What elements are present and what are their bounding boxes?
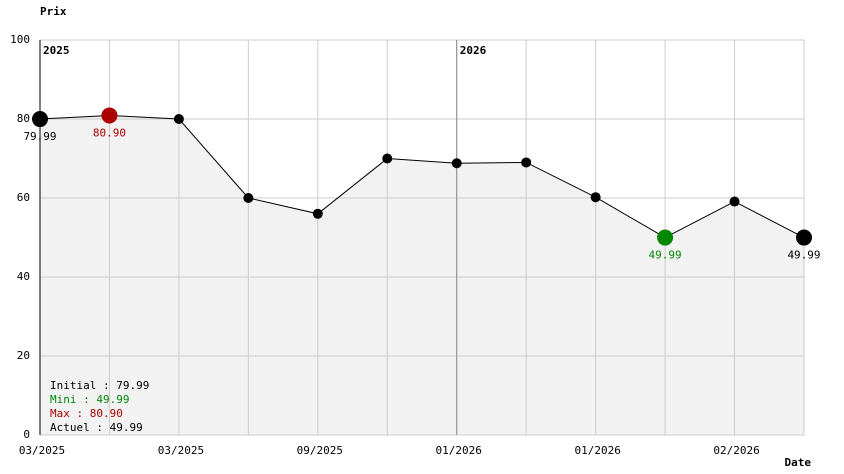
x-tick-label: 01/2026: [574, 444, 620, 457]
point: [657, 229, 674, 246]
summary-line: Initial : 79.99: [50, 379, 149, 392]
summary-line: Actuel : 49.99: [50, 421, 143, 434]
x-tick-label: 09/2025: [297, 444, 343, 457]
point: [521, 157, 532, 168]
value-label: 49.99: [649, 249, 682, 262]
point: [312, 208, 323, 219]
y-tick-label: 60: [17, 191, 30, 204]
year-marker: 2026: [460, 44, 487, 57]
year-marker: 2025: [43, 44, 70, 57]
value-label: 49.99: [787, 249, 820, 262]
y-tick-label: 100: [10, 33, 30, 46]
y-axis-label: Prix: [40, 5, 67, 18]
area: [40, 115, 804, 435]
point: [796, 229, 812, 246]
point: [101, 107, 118, 124]
point: [590, 192, 601, 203]
line: [39, 114, 805, 239]
point: [243, 193, 254, 203]
point: [451, 158, 462, 169]
y-tick-label: 0: [23, 428, 30, 441]
x-tick-label: 03/2025: [158, 444, 204, 457]
point: [382, 153, 393, 164]
x-axis-label: Date: [785, 456, 812, 469]
value-label: 80.90: [93, 126, 126, 139]
point: [729, 196, 740, 207]
x-tick-label: 02/2026: [713, 444, 759, 457]
summary-line: Mini : 49.99: [50, 393, 129, 406]
x-tick-label: 03/2025: [19, 444, 65, 457]
y-tick-label: 40: [17, 270, 30, 283]
value-label: 79.99: [23, 130, 56, 143]
point: [173, 114, 184, 124]
y-tick-label: 80: [17, 112, 30, 125]
x-tick-label: 01/2026: [436, 444, 482, 457]
y-tick-label: 20: [17, 349, 30, 362]
point: [32, 111, 48, 128]
summary-line: Max : 80.90: [50, 407, 123, 420]
